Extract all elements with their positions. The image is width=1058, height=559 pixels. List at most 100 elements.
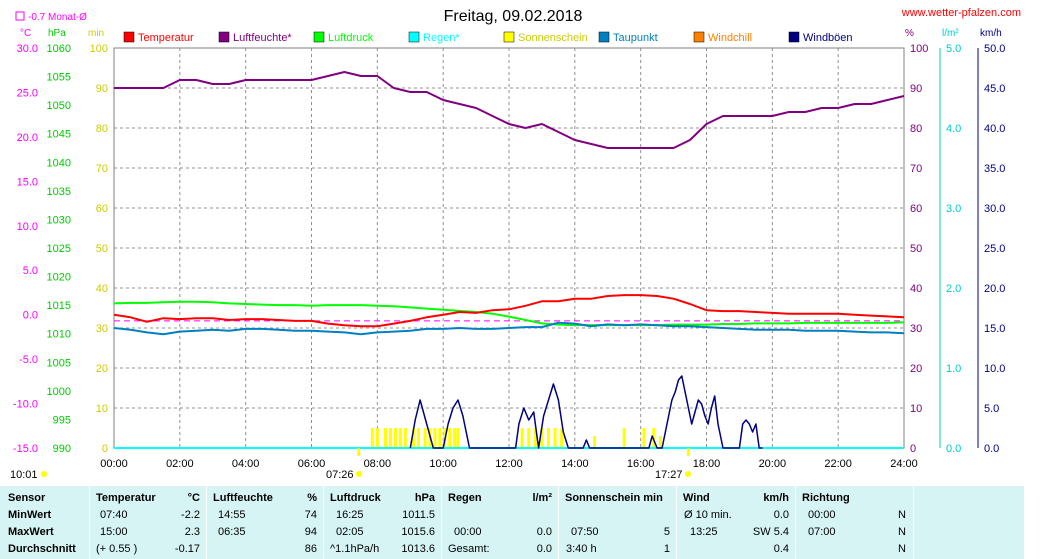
pressure-tick-label: 1025: [47, 243, 71, 255]
humidity-tick-label: 30: [910, 323, 922, 335]
minutes-tick-label: 70: [96, 163, 108, 175]
minutes-tick-label: 20: [96, 363, 108, 375]
rain-total-value: 0.0: [536, 543, 552, 555]
pressure-line: [113, 300, 905, 327]
humidity-line: [114, 71, 905, 149]
time-tick-label: 20:00: [759, 458, 787, 470]
sunshine-bar: [642, 428, 646, 448]
wind-tick-label: 40.0: [984, 123, 1005, 135]
sunshine-bar: [416, 428, 420, 448]
pressure-max-time: 02:05: [336, 526, 364, 538]
sunshine-bar: [384, 428, 388, 448]
sunshine-max-time: 07:50: [571, 526, 599, 538]
unit-minutes: min: [88, 28, 104, 39]
minutes-tick-label: 60: [96, 203, 108, 215]
sunshine-bar: [658, 436, 662, 448]
legend-swatch: [788, 31, 800, 43]
stats-table: Sensor MinWert MaxWert Durchschnitt Temp…: [0, 486, 1024, 559]
sunshine-max-value: 5: [663, 526, 670, 538]
sunset-label: 17:27: [655, 469, 683, 481]
sunshine-bar: [547, 428, 550, 448]
temp-tick-label: 20.0: [17, 132, 38, 144]
temp-avg-value: -0.17: [174, 543, 200, 555]
row-avg-label: Durchschnitt: [8, 543, 76, 555]
sunshine-bar: [527, 428, 531, 448]
unit-humidity: %: [905, 28, 914, 39]
pressure-tick-label: 1000: [47, 386, 71, 398]
rain-total-label: Gesamt:: [448, 543, 490, 555]
legend-swatch: [408, 31, 420, 43]
time-tick-label: 18:00: [693, 458, 721, 470]
sunshine-avg-value: 1: [663, 543, 670, 555]
humidity-tick-label: 40: [910, 283, 922, 295]
humidity-tick-label: 60: [910, 203, 922, 215]
website-link[interactable]: www.wetter-pfalzen.com: [901, 7, 1021, 19]
legend-label: Sonnenschein: [518, 32, 588, 44]
wind-tick-label: 25.0: [984, 243, 1005, 255]
legend-swatch: [598, 31, 610, 43]
temp-min-time: 07:40: [100, 509, 128, 521]
chart-legend: Temperatur Luftfeuchte* Luftdruck Regen* Son…: [123, 31, 853, 44]
time-tick-label: 14:00: [561, 458, 589, 470]
wind-avg10-label: Ø 10 min.: [684, 509, 732, 521]
sensor-header: Sensor: [8, 492, 46, 504]
humidity-avg-value: 86: [304, 543, 317, 555]
wind-tick-label: 5.0: [984, 403, 999, 415]
humidity-max-time: 06:35: [218, 526, 246, 538]
axis-labels: 30.0 25.0 20.0 15.0 10.0 5.0 0.0 -5.0 -10.0 -15.0…: [13, 43, 1006, 470]
minutes-tick-label: 40: [96, 283, 108, 295]
wind-tick-label: 20.0: [984, 283, 1005, 295]
direction-header: Richtung: [802, 492, 850, 504]
row-min-label: MinWert: [8, 509, 52, 521]
wind-max-time: 13:25: [690, 526, 718, 538]
rain-max-value: 0.0: [536, 526, 552, 538]
weather-chart: Freitag, 09.02.2018 www.wetter-pfalzen.c…: [10, 7, 1021, 481]
sunshine-bar: [393, 428, 397, 448]
legend-label: Luftfeuchte*: [233, 32, 292, 44]
pressure-avg-value: 1013.6: [401, 543, 435, 555]
minutes-tick-label: 80: [96, 123, 108, 135]
wind-avg10-value: 0.0: [773, 509, 789, 521]
unit-wind: km/h: [980, 28, 1002, 39]
sunshine-bar: [398, 428, 402, 448]
time-tick-label: 06:00: [298, 458, 326, 470]
monthly-avg-icon: [15, 11, 25, 21]
pressure-tick-label: 1030: [47, 214, 71, 226]
sunshine-bar: [622, 428, 626, 448]
legend-label: Luftdruck: [328, 32, 374, 44]
dewpoint-line: [113, 321, 905, 336]
time-tick-label: 08:00: [364, 458, 392, 470]
rain-unit: l/m²: [532, 492, 552, 504]
temp-unit: °C: [187, 492, 200, 504]
humidity-unit: %: [307, 492, 317, 504]
rain-tick-label: 4.0: [946, 123, 961, 135]
temp-tick-label: 15.0: [17, 176, 38, 188]
humidity-tick-label: 90: [910, 83, 922, 95]
pressure-tick-label: 1010: [47, 329, 71, 341]
temp-trend: (+ 0.55 ): [96, 543, 138, 555]
pressure-tick-label: 995: [53, 414, 71, 426]
pressure-trend: ^1.1hPa/h: [330, 543, 380, 555]
wind-tick-label: 35.0: [984, 163, 1005, 175]
wind-tick-label: 50.0: [984, 43, 1005, 55]
sunshine-bar: [389, 428, 392, 448]
humidity-tick-label: 20: [910, 363, 922, 375]
rain-tick-label: 5.0: [946, 43, 961, 55]
series-lines: [113, 71, 905, 449]
wind-header: Wind: [683, 492, 710, 504]
direction-min-time: 00:00: [808, 509, 836, 521]
rain-tick-label: 0.0: [946, 443, 961, 455]
time-tick-label: 00:00: [100, 458, 128, 470]
direction-max-time: 07:00: [808, 526, 836, 538]
direction-avg-value: N: [898, 543, 906, 555]
sunrise-icon: [356, 471, 362, 477]
pressure-min-time: 16:25: [336, 509, 364, 521]
sunshine-header: Sonnenschein min: [565, 492, 663, 504]
time-tick-label: 24:00: [890, 458, 918, 470]
time-tick-label: 10:00: [429, 458, 457, 470]
unit-pressure: hPa: [48, 28, 66, 39]
wind-max-value: SW 5.4: [752, 526, 789, 538]
minutes-tick-label: 100: [90, 43, 108, 55]
humidity-max-value: 94: [304, 526, 317, 538]
wind-tick-label: 10.0: [984, 363, 1005, 375]
